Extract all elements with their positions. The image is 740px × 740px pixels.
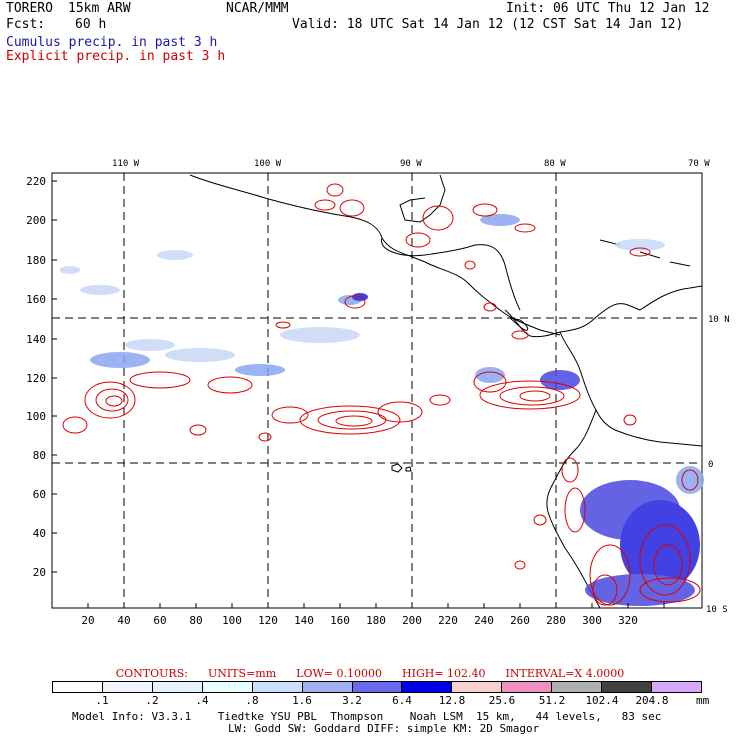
organization: NCAR/MMM bbox=[226, 1, 289, 16]
lon-label: 110 W bbox=[112, 159, 140, 169]
y-tick-label: 160 bbox=[26, 293, 46, 306]
colorbar-label: .2 bbox=[145, 694, 159, 707]
x-tick-label: 280 bbox=[546, 614, 566, 627]
map-frame bbox=[51, 172, 703, 609]
x-tick-label: 220 bbox=[438, 614, 458, 627]
colorbar-swatch bbox=[552, 682, 603, 692]
colorbar-swatch bbox=[502, 682, 553, 692]
colorbar bbox=[52, 681, 702, 693]
y-tick-label: 40 bbox=[33, 527, 46, 540]
y-tick-label: 80 bbox=[33, 449, 46, 462]
y-tick-label: 120 bbox=[26, 372, 46, 385]
colorbar-swatch bbox=[302, 682, 353, 692]
colorbar-label: .4 bbox=[195, 694, 209, 707]
x-tick-label: 260 bbox=[510, 614, 530, 627]
colorbar-label: .1 bbox=[95, 694, 109, 707]
explicit-precip bbox=[62, 183, 701, 606]
x-tick-label: 160 bbox=[330, 614, 350, 627]
yucatan bbox=[399, 174, 446, 223]
forecast-label: Fcst: bbox=[6, 17, 46, 32]
y-tick-label: 220 bbox=[26, 175, 46, 188]
graticule bbox=[52, 173, 702, 608]
lon-label: 90 W bbox=[400, 159, 422, 169]
contours-summary: CONTOURS: UNITS=mm LOW= 0.10000 HIGH= 102.4… bbox=[0, 667, 740, 680]
x-tick-label: 100 bbox=[222, 614, 242, 627]
south-america-west bbox=[546, 409, 601, 609]
x-tick-label: 300 bbox=[582, 614, 602, 627]
colorbar-label: 25.6 bbox=[488, 694, 516, 707]
y-tick-label: 180 bbox=[26, 254, 46, 267]
x-ticks bbox=[87, 603, 665, 608]
colorbar-swatch bbox=[352, 682, 403, 692]
legend-explicit: Explicit precip. in past 3 h bbox=[6, 49, 226, 64]
contours-prefix: CONTOURS: bbox=[115, 667, 188, 680]
forecast-hour: 60 h bbox=[75, 17, 107, 32]
colorbar-label: 3.2 bbox=[342, 694, 362, 707]
x-tick-label: 40 bbox=[117, 614, 130, 627]
contours-units: UNITS=mm bbox=[207, 667, 277, 680]
colorbar-label: 12.8 bbox=[438, 694, 466, 707]
colorbar-swatch bbox=[102, 682, 153, 692]
mexico-coast bbox=[189, 174, 561, 336]
x-tick-label: 140 bbox=[294, 614, 314, 627]
lon-label: 100 W bbox=[254, 159, 282, 169]
contours-interval: INTERVAL=X 4.0000 bbox=[505, 667, 625, 680]
colorbar-swatch bbox=[602, 682, 653, 692]
colorbar-label: 1.6 bbox=[292, 694, 312, 707]
x-tick-label: 200 bbox=[402, 614, 422, 627]
colorbar-swatch bbox=[402, 682, 453, 692]
colorbar-swatch bbox=[152, 682, 203, 692]
colorbar-unit: mm bbox=[696, 694, 710, 707]
colorbar-label: .8 bbox=[245, 694, 259, 707]
y-tick-label: 200 bbox=[26, 214, 46, 227]
colorbar-label: 6.4 bbox=[392, 694, 412, 707]
lon-label: 80 W bbox=[544, 159, 566, 169]
x-tick-label: 20 bbox=[81, 614, 94, 627]
x-tick-label: 180 bbox=[366, 614, 386, 627]
central-america-north bbox=[381, 237, 521, 311]
y-tick-label: 140 bbox=[26, 333, 46, 346]
colorbar-label: 102.4 bbox=[585, 694, 619, 707]
lake bbox=[509, 317, 529, 331]
y-tick-label: 20 bbox=[33, 566, 46, 579]
colorbar-label: 204.8 bbox=[635, 694, 669, 707]
central-america-south bbox=[504, 285, 703, 338]
x-tick-label: 60 bbox=[153, 614, 166, 627]
coastlines bbox=[189, 174, 703, 609]
model-name: TORERO bbox=[6, 1, 53, 16]
x-tick-label: 240 bbox=[474, 614, 494, 627]
colorbar-label: 51.2 bbox=[538, 694, 566, 707]
lat-label: 10 N bbox=[708, 315, 730, 325]
model-info-line1: Model Info: V3.3.1 Tiedtke YSU PBL Thomp… bbox=[72, 710, 662, 723]
y-ticks bbox=[52, 180, 57, 573]
init-time: Init: 06 UTC Thu 12 Jan 12 bbox=[506, 1, 710, 16]
contours-high: HIGH= 102.40 bbox=[402, 667, 486, 680]
colorbar-swatch bbox=[252, 682, 303, 692]
x-tick-label: 120 bbox=[258, 614, 278, 627]
valid-time: Valid: 18 UTC Sat 14 Jan 12 (12 CST Sat … bbox=[292, 17, 684, 32]
lat-label: 0 bbox=[708, 460, 713, 470]
lat-label: 10 S bbox=[706, 605, 728, 615]
colorbar-swatch bbox=[452, 682, 503, 692]
colorbar-swatch bbox=[202, 682, 253, 692]
colorbar-swatch bbox=[53, 682, 103, 692]
y-tick-label: 100 bbox=[26, 410, 46, 423]
x-tick-label: 80 bbox=[189, 614, 202, 627]
contours-low: LOW= 0.10000 bbox=[296, 667, 382, 680]
x-tick-label: 320 bbox=[618, 614, 638, 627]
legend-cumulus: Cumulus precip. in past 3 h bbox=[6, 35, 218, 50]
model-info-line2: LW: Godd SW: Goddard DIFF: simple KM: 2D… bbox=[228, 722, 540, 735]
model-resolution: 15km ARW bbox=[68, 1, 131, 16]
colorbar-swatch bbox=[652, 682, 701, 692]
galapagos bbox=[391, 463, 412, 473]
y-tick-label: 60 bbox=[33, 488, 46, 501]
lon-label: 70 W bbox=[688, 159, 710, 169]
